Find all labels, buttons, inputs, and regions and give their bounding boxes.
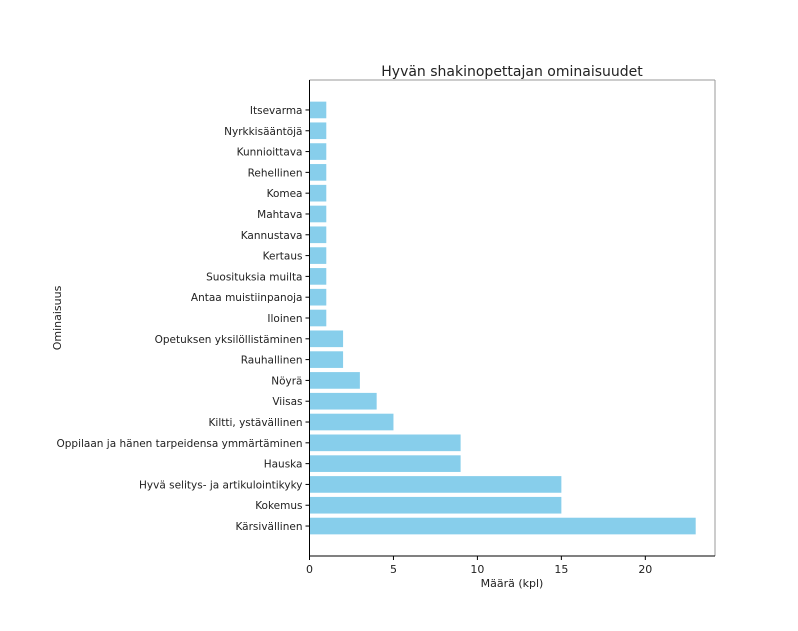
y-tick-label: Oppilaan ja hänen tarpeidensa ymmärtämin… xyxy=(57,438,303,450)
y-tick-label: Kokemus xyxy=(255,500,302,512)
bar xyxy=(309,455,461,472)
y-tick-label: Kannustava xyxy=(241,230,303,242)
y-tick-label: Kunnioittava xyxy=(237,147,303,159)
y-tick-label: Rauhallinen xyxy=(241,355,303,367)
y-tick-label: Opetuksen yksilöllistäminen xyxy=(155,334,303,346)
x-tick-label: 0 xyxy=(306,563,313,576)
bar xyxy=(309,226,327,244)
y-tick-label: Hauska xyxy=(264,459,303,471)
x-axis-label: Määrä (kpl) xyxy=(481,577,544,590)
y-tick-label: Hyvä selitys- ja artikulointikyky xyxy=(139,479,302,491)
bar xyxy=(309,247,327,264)
bar xyxy=(309,372,360,389)
bar xyxy=(309,330,344,348)
bar xyxy=(309,143,327,160)
x-tick-label: 10 xyxy=(470,563,484,576)
bar xyxy=(309,122,327,140)
bar xyxy=(309,496,562,514)
bar xyxy=(309,101,327,119)
y-tick-label: Kertaus xyxy=(263,251,303,263)
y-tick-label: Iloinen xyxy=(267,313,302,325)
bar xyxy=(309,309,327,327)
y-tick-label: Rehellinen xyxy=(248,167,303,179)
x-tick-label: 15 xyxy=(554,563,568,576)
bar xyxy=(309,288,327,306)
y-tick-label: Kärsivällinen xyxy=(235,521,302,533)
bar xyxy=(309,434,461,452)
y-tick-label: Nöyrä xyxy=(271,375,302,387)
y-tick-label: Mahtava xyxy=(257,209,302,221)
y-tick-label: Komea xyxy=(267,188,303,200)
y-tick-label: Antaa muistiinpanoja xyxy=(191,292,303,304)
y-tick-label: Itsevarma xyxy=(250,105,303,117)
x-tick-label: 20 xyxy=(638,563,652,576)
y-tick-label: Suosituksia muilta xyxy=(206,271,302,283)
x-tick-label: 5 xyxy=(390,563,397,576)
y-tick-label: Kiltti, ystävällinen xyxy=(209,417,303,429)
chart-title: Hyvän shakinopettajan ominaisuudet xyxy=(381,64,643,80)
bar xyxy=(309,268,327,285)
y-axis-label: Ominaisuus xyxy=(51,285,64,350)
bar xyxy=(309,184,327,202)
bar xyxy=(309,392,377,410)
y-tick-label: Viisas xyxy=(272,396,302,408)
bar xyxy=(309,351,344,368)
bar xyxy=(309,164,327,181)
bar xyxy=(309,413,394,431)
bar xyxy=(309,205,327,223)
y-tick-label: Nyrkkisääntöjä xyxy=(224,126,302,138)
bar xyxy=(309,517,696,535)
bar xyxy=(309,476,562,493)
